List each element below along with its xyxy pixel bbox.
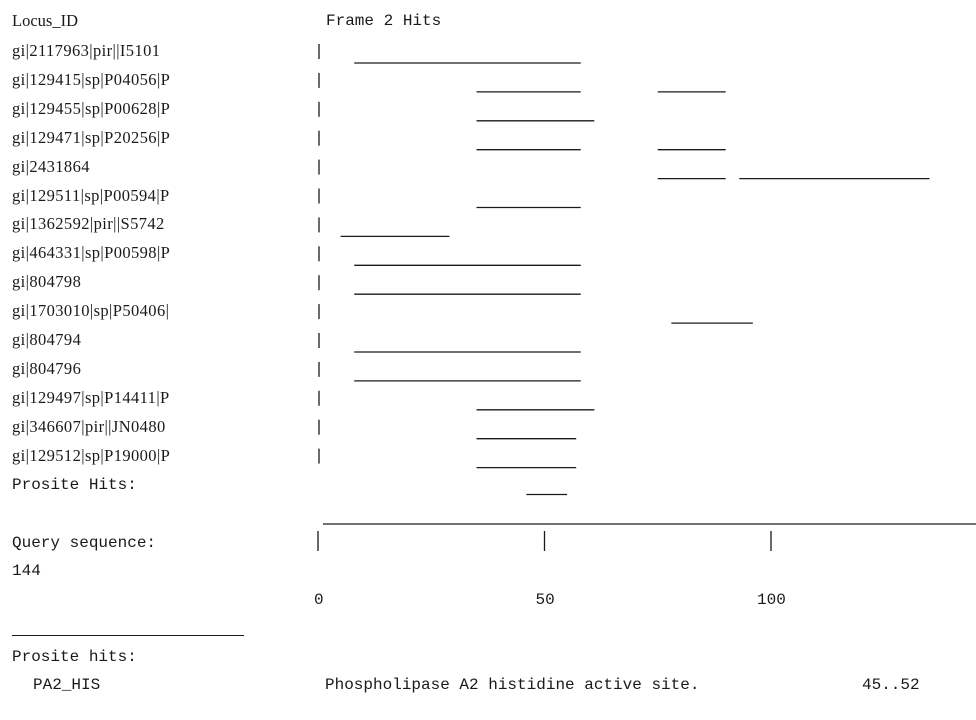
axis-tick-label: 100 bbox=[757, 591, 786, 609]
locus-id: gi|804794 bbox=[12, 330, 82, 349]
locus-id: gi|129497|sp|P14411|P bbox=[12, 387, 170, 407]
locus-id: gi|346607|pir||JN0480 bbox=[12, 416, 166, 436]
locus-id: gi|129471|sp|P20256|P bbox=[12, 127, 171, 147]
prosite-row-label: Prosite Hits: bbox=[12, 476, 137, 494]
locus-id: gi|804798 bbox=[12, 272, 82, 292]
locus-id: gi|2431864 bbox=[12, 156, 90, 176]
locus-id: gi|2117963|pir||I5101 bbox=[12, 41, 161, 60]
locus-id: gi|129511|sp|P00594|P bbox=[12, 185, 170, 205]
axis-tick-label: 50 bbox=[535, 591, 555, 609]
axis-tick-label: 0 bbox=[314, 591, 324, 609]
locus-id: gi|1703010|sp|P50406| bbox=[12, 301, 170, 321]
locus-id: gi|464331|sp|P00598|P bbox=[12, 243, 171, 263]
footer-divider bbox=[12, 635, 244, 636]
locus-id: gi|129415|sp|P04056|P bbox=[12, 69, 171, 89]
prosite-hits-footer-title: Prosite hits: bbox=[12, 648, 137, 666]
prosite-entry-description: Phospholipase A2 histidine active site. bbox=[325, 676, 700, 694]
frame-hits-title: Frame 2 Hits bbox=[326, 12, 442, 30]
prosite-entry-id: PA2_HIS bbox=[33, 676, 101, 694]
prosite-entry-range: 45..52 bbox=[862, 676, 920, 694]
locus-id: gi|804796 bbox=[12, 358, 82, 378]
locus-id-column-title: Locus_ID bbox=[12, 11, 78, 30]
locus-id: gi|129512|sp|P19000|P bbox=[12, 445, 171, 465]
query-sequence-length: 144 bbox=[12, 562, 41, 580]
locus-id: gi|1362592|pir||S5742 bbox=[12, 214, 165, 234]
locus-id: gi|129455|sp|P00628|P bbox=[12, 98, 171, 118]
query-sequence-label: Query sequence: bbox=[12, 534, 157, 552]
